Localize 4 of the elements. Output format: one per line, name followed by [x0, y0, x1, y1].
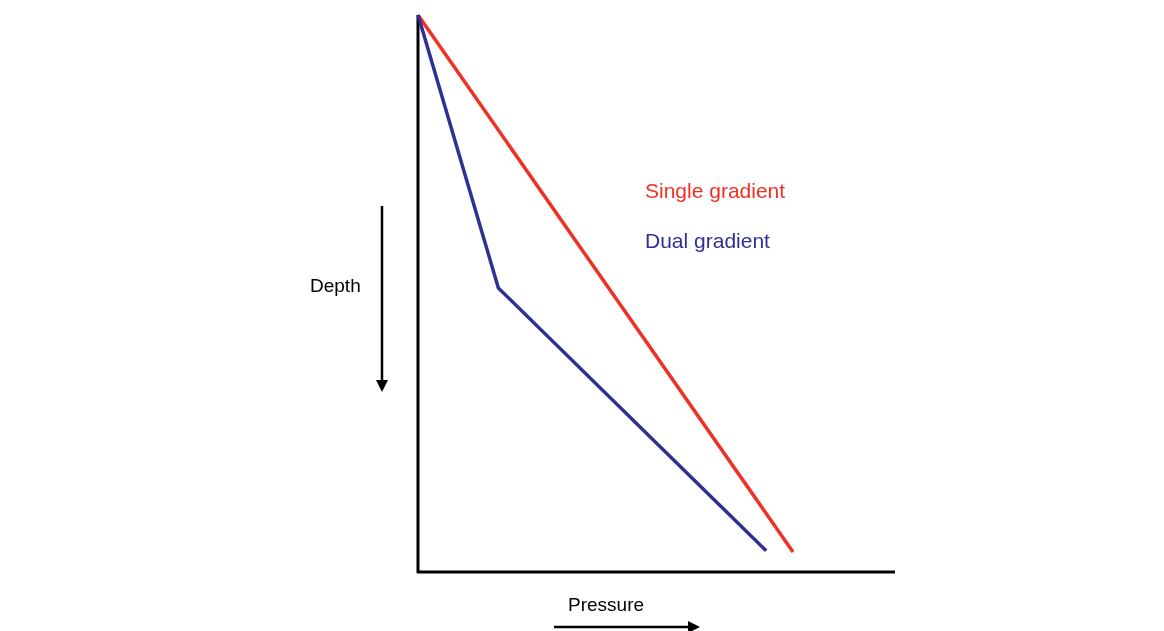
y-axis-title: Depth — [310, 275, 361, 296]
x-axis-title: Pressure — [568, 594, 645, 615]
text: Dual gradient — [645, 229, 771, 252]
text: Single gradient — [645, 179, 786, 202]
